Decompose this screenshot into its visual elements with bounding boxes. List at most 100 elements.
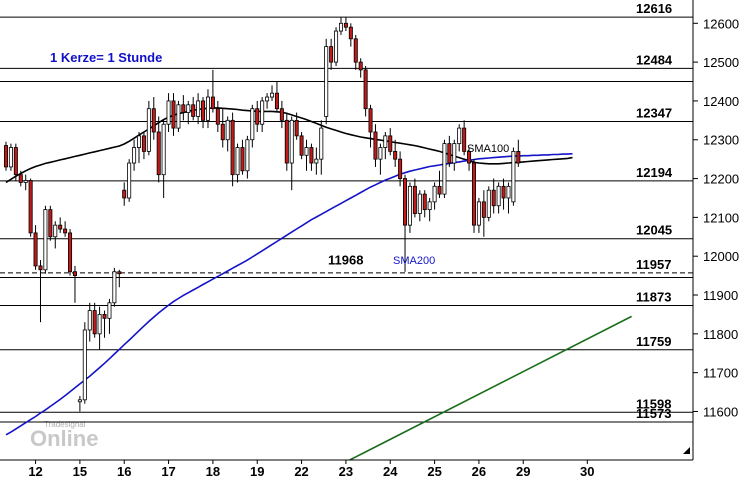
candle (28, 178, 33, 237)
y-tick-label: 11900 (703, 288, 738, 303)
level-label: 12347 (636, 106, 672, 121)
candle-body (343, 22, 348, 28)
candle-body (516, 150, 521, 164)
candle-body (8, 147, 13, 168)
candle (407, 182, 412, 233)
candle (122, 182, 127, 206)
x-tick-label: 15 (73, 464, 87, 479)
x-tick-label: 24 (383, 464, 398, 479)
candle (289, 116, 294, 191)
y-tick-label: 12500 (703, 55, 739, 70)
candle (452, 139, 457, 171)
candle (353, 34, 358, 70)
candle-body (427, 201, 432, 211)
x-tick-label: 22 (294, 464, 308, 479)
candle (324, 38, 329, 125)
candle-body (452, 143, 457, 164)
candle (511, 147, 516, 206)
candle-body (72, 271, 77, 277)
candle-body (225, 119, 230, 141)
y-tick-label: 12200 (703, 172, 739, 187)
candle (506, 182, 511, 214)
candle (215, 100, 220, 132)
candle-body (476, 201, 481, 226)
candle-body (28, 180, 33, 234)
candle-body (324, 46, 329, 117)
candle (117, 269, 122, 288)
candle-body (137, 135, 142, 148)
candle-body (334, 30, 339, 63)
candle-body (112, 271, 117, 304)
candle (186, 100, 191, 125)
candle-body (265, 96, 270, 102)
candle-body (491, 189, 496, 207)
candle (279, 100, 284, 129)
candle-body (447, 143, 452, 164)
candle-body (132, 147, 137, 164)
candle-body (53, 224, 58, 238)
candle (141, 131, 146, 160)
candle-body (294, 119, 299, 137)
candle (87, 302, 92, 342)
candle (343, 17, 348, 32)
y-tick-label: 12100 (703, 210, 739, 225)
candle (491, 178, 496, 214)
sma200-line (5, 152, 573, 436)
candle (13, 143, 18, 181)
candle (309, 143, 314, 171)
candle (274, 81, 279, 113)
candle-body (201, 100, 206, 121)
candle (77, 395, 82, 412)
candle (38, 260, 43, 323)
candle-body (87, 310, 92, 331)
candle (338, 17, 343, 35)
candle-body (388, 135, 393, 152)
candle-body (501, 185, 506, 199)
candle-body (368, 108, 373, 133)
candle-body (348, 26, 353, 40)
candle (447, 135, 452, 167)
candle (43, 205, 48, 274)
candle-body (432, 185, 437, 203)
candle-body (289, 119, 294, 164)
candle-body (230, 119, 235, 176)
candle-body (373, 131, 378, 160)
candle-body (319, 127, 324, 160)
candle (427, 197, 432, 222)
candle (132, 139, 137, 171)
candle-body (58, 224, 63, 230)
candle-body (141, 135, 146, 152)
candle (230, 112, 235, 187)
tradesignal-online-logo: Tradesignal Online (30, 420, 98, 451)
candle (4, 141, 9, 171)
candle (191, 97, 196, 121)
candle-body (38, 265, 43, 271)
x-tick-label: 23 (339, 464, 353, 479)
candle-body (23, 180, 28, 183)
annotation-label: 11968 (328, 253, 363, 268)
y-tick-label: 12000 (703, 249, 739, 264)
candle-body (260, 100, 265, 125)
sma100-label: SMA100 (467, 143, 509, 155)
x-tick-label: 26 (472, 464, 486, 479)
level-label: 11957 (636, 257, 671, 272)
candle-body (107, 302, 112, 319)
x-tick-label: 25 (427, 464, 441, 479)
level-label: 12484 (636, 52, 673, 67)
candle (373, 124, 378, 167)
candle-body (467, 150, 472, 164)
candle (457, 124, 462, 152)
candle (23, 174, 28, 191)
candle (383, 131, 388, 160)
candle-body (186, 104, 191, 113)
candle (486, 186, 491, 222)
candle-body (338, 22, 343, 32)
candle-body (299, 135, 304, 156)
candle (363, 65, 368, 117)
candle (378, 143, 383, 175)
candle (437, 170, 442, 198)
candle-body (240, 147, 245, 172)
candle-body (215, 108, 220, 125)
candle-body (506, 185, 511, 199)
